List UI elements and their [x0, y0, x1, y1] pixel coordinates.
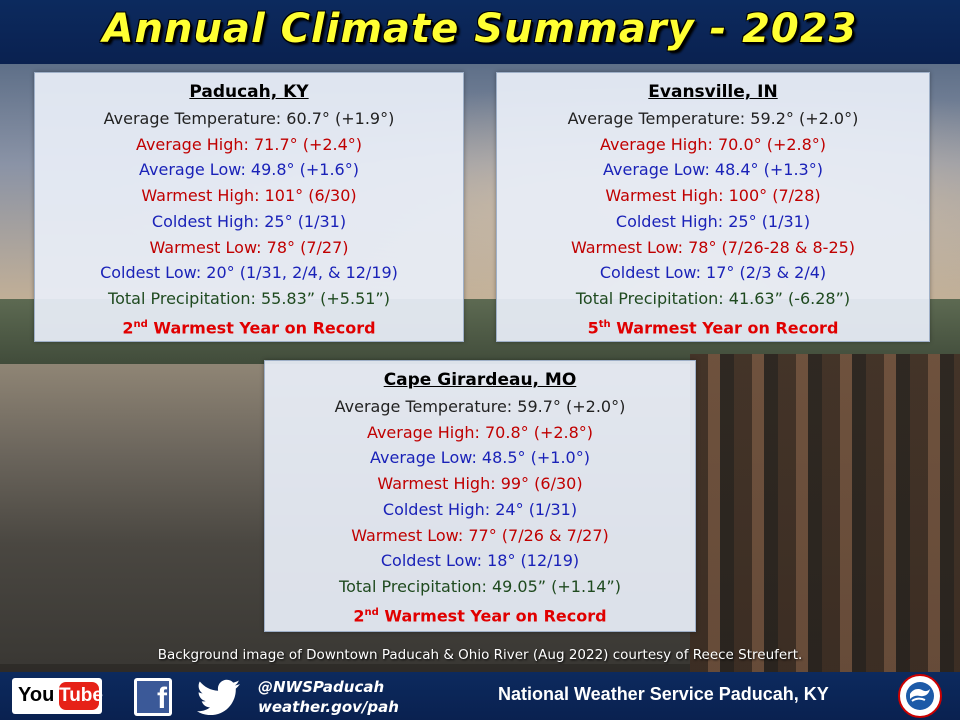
youtube-you-text: You [18, 684, 55, 706]
card-cape-girardeau: Cape Girardeau, MO Average Temperature: … [264, 360, 696, 632]
facebook-icon[interactable]: f [134, 678, 172, 716]
facebook-letter: f [137, 681, 169, 715]
warmest-high: Warmest High: 101° (6/30) [141, 186, 357, 206]
warmest-low: Warmest Low: 78° (7/26-28 & 8-25) [570, 237, 856, 257]
card-city-name: Paducah, KY [189, 82, 309, 102]
social-handles: @NWSPaducah weather.gov/pah [258, 677, 399, 717]
average-high: Average High: 70.0° (+2.8°) [599, 134, 827, 154]
coldest-low: Coldest Low: 20° (1/31, 2/4, & 12/19) [100, 263, 398, 283]
average-temperature: Average Temperature: 59.2° (+2.0°) [567, 109, 859, 128]
coldest-high: Coldest High: 25° (1/31) [615, 211, 811, 231]
average-temperature: Average Temperature: 59.7° (+2.0°) [334, 397, 626, 416]
average-high: Average High: 70.8° (+2.8°) [366, 422, 594, 442]
office-name: National Weather Service Paducah, KY [498, 684, 829, 704]
average-temperature: Average Temperature: 60.7° (+1.9°) [103, 109, 395, 128]
coldest-low: Coldest Low: 18° (12/19) [380, 551, 580, 571]
twitter-icon[interactable] [196, 679, 242, 715]
total-precipitation: Total Precipitation: 55.83” (+5.51”) [108, 288, 390, 308]
average-low: Average Low: 49.8° (+1.6°) [139, 160, 359, 180]
nws-logo-icon [898, 674, 942, 718]
warmest-high: Warmest High: 100° (7/28) [605, 186, 821, 206]
page-title: Annual Climate Summary - 2023 [102, 6, 858, 52]
average-low: Average Low: 48.5° (+1.0°) [370, 448, 590, 468]
warmest-low: Warmest Low: 78° (7/27) [149, 237, 349, 257]
card-city-name: Cape Girardeau, MO [383, 370, 577, 390]
card-city-name: Evansville, IN [648, 82, 778, 102]
coldest-low: Coldest Low: 17° (2/3 & 2/4) [599, 263, 827, 283]
coldest-high: Coldest High: 24° (1/31) [382, 499, 578, 519]
average-high: Average High: 71.7° (+2.4°) [135, 134, 363, 154]
twitter-handle[interactable]: @NWSPaducah [258, 678, 385, 696]
photo-credit-caption: Background image of Downtown Paducah & O… [157, 647, 803, 663]
youtube-tube-text: Tube [59, 682, 103, 710]
website-link[interactable]: weather.gov/pah [258, 698, 399, 716]
total-precipitation: Total Precipitation: 49.05” (+1.14”) [339, 576, 621, 596]
header-bar: Annual Climate Summary - 2023 [0, 0, 960, 64]
card-paducah: Paducah, KY Average Temperature: 60.7° (… [34, 72, 464, 342]
warmest-low: Warmest Low: 77° (7/26 & 7/27) [351, 525, 609, 545]
youtube-icon[interactable]: You Tube [12, 678, 103, 714]
warmest-year-rank: 5th Warmest Year on Record [587, 317, 839, 337]
average-low: Average Low: 48.4° (+1.3°) [603, 160, 823, 180]
warmest-high: Warmest High: 99° (6/30) [377, 474, 583, 494]
total-precipitation: Total Precipitation: 41.63” (-6.28”) [575, 288, 851, 308]
coldest-high: Coldest High: 25° (1/31) [151, 211, 347, 231]
warmest-year-rank: 2nd Warmest Year on Record [353, 605, 607, 625]
warmest-year-rank: 2nd Warmest Year on Record [122, 317, 376, 337]
card-evansville: Evansville, IN Average Temperature: 59.2… [496, 72, 930, 342]
